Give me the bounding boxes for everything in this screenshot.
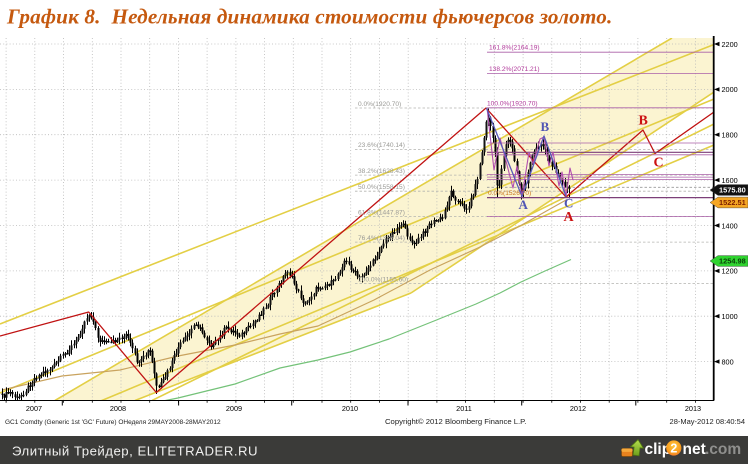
svg-text:C: C [654,156,664,171]
svg-text:2200: 2200 [722,40,738,49]
svg-text:0.0%(1526.70): 0.0%(1526.70) [488,190,531,197]
svg-text:.com: .com [705,441,741,458]
svg-text:2: 2 [670,442,677,456]
svg-text:C: C [564,196,573,211]
svg-text:Элитный Трейдер, ELITETRADER.R: Элитный Трейдер, ELITETRADER.RU [12,444,258,459]
svg-text:161.8%(2164.19): 161.8%(2164.19) [489,45,540,52]
svg-text:A: A [519,197,529,212]
svg-text:23.6%(1740.14): 23.6%(1740.14) [358,142,405,149]
svg-text:2000: 2000 [722,85,738,94]
svg-text:50.0%(1558.15): 50.0%(1558.15) [358,184,405,191]
svg-text:2011: 2011 [456,404,472,413]
svg-text:2013: 2013 [685,404,701,413]
svg-text:1000: 1000 [722,312,738,321]
svg-text:1800: 1800 [722,131,738,140]
svg-text:1575.80: 1575.80 [719,186,746,195]
svg-text:1200: 1200 [722,267,738,276]
svg-text:138.2%(2071.21): 138.2%(2071.21) [489,66,540,73]
svg-text:B: B [541,119,550,134]
svg-text:28-May-2012 08:40:54: 28-May-2012 08:40:54 [670,417,745,426]
svg-text:800: 800 [722,357,734,366]
svg-text:2007: 2007 [26,404,42,413]
svg-text:net: net [683,441,706,458]
svg-text:A: A [564,210,575,225]
svg-text:Copyright© 2012 Bloomberg Fina: Copyright© 2012 Bloomberg Finance L.P. [385,417,526,426]
svg-text:76.4%(1336.04): 76.4%(1336.04) [358,235,405,242]
svg-text:1254.98: 1254.98 [719,257,746,266]
svg-text:1600: 1600 [722,176,738,185]
svg-text:0.0%(1920.70): 0.0%(1920.70) [358,101,401,108]
svg-text:100.0%(1920.70): 100.0%(1920.70) [487,100,538,107]
svg-text:1400: 1400 [722,221,738,230]
svg-text:2012: 2012 [570,404,586,413]
svg-text:61.8%(1447.87): 61.8%(1447.87) [358,209,405,216]
svg-text:2008: 2008 [110,404,126,413]
svg-text:clip: clip [645,441,672,458]
svg-text:2009: 2009 [226,404,242,413]
svg-text:100.0%(1155.60): 100.0%(1155.60) [358,276,408,283]
svg-text:38.2%(1628.43): 38.2%(1628.43) [358,168,405,175]
svg-text:1522.51: 1522.51 [719,198,746,207]
svg-text:GC1 Comdty (Generic 1st 'GC' F: GC1 Comdty (Generic 1st 'GC' Future) ОНе… [5,419,221,426]
svg-text:График 8. Недельная динамика: График 8. Недельная динамика стоимости ф… [6,5,612,29]
svg-text:B: B [639,114,648,129]
svg-text:2010: 2010 [342,404,358,413]
